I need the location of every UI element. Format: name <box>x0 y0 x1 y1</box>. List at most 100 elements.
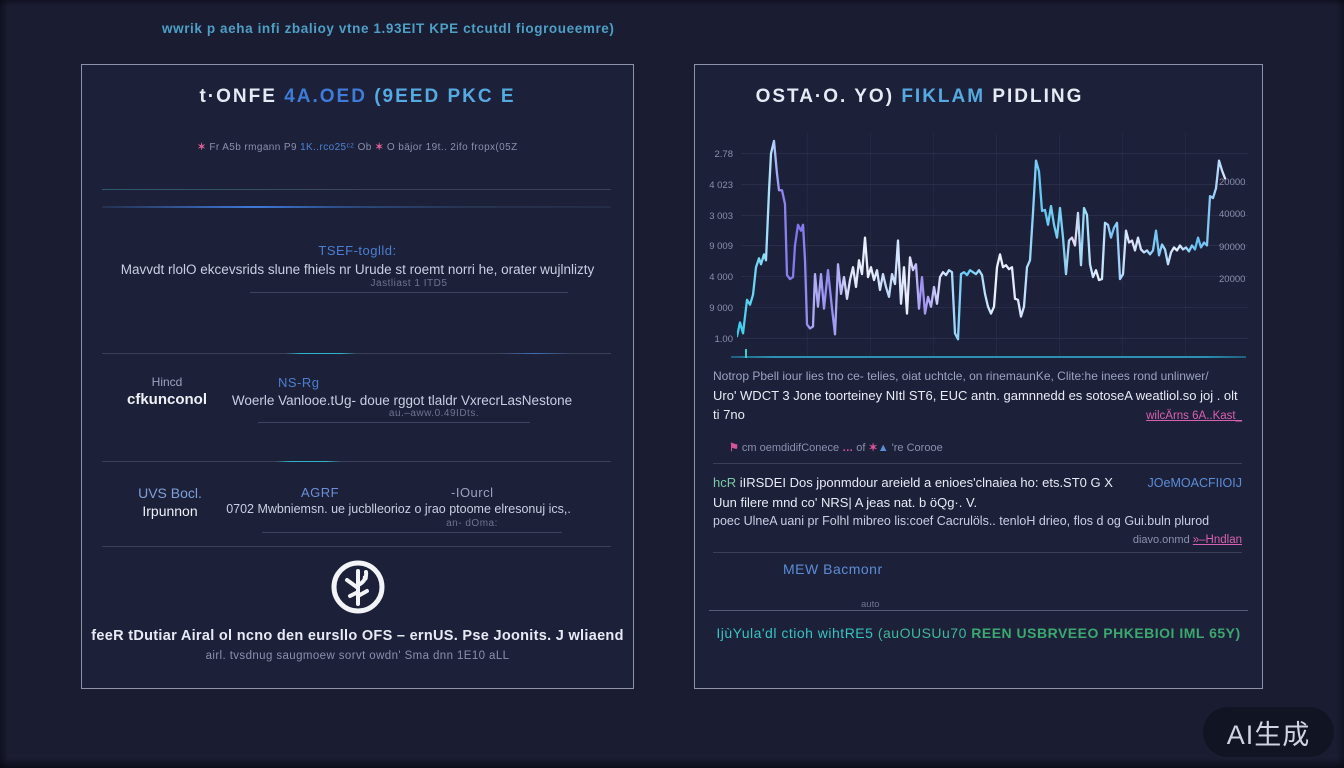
y-tick-label: 20000 <box>1219 177 1246 188</box>
caption-text: Fr A5b rmgann P9 <box>209 142 301 153</box>
section3-label: UVS Bocl. Irpunnon <box>110 485 230 519</box>
legend-text: cm oemdidifConece <box>738 442 843 454</box>
title-part: OSTA·O. YO) <box>755 86 902 107</box>
divider <box>713 463 1242 464</box>
section1-body: Mavvdt rlolO ekcevsrids slune fhiels nr … <box>120 262 595 277</box>
section2-label: Hincd cfkunconol <box>110 375 224 408</box>
section3-body: 0702 Mwbniemsn. ue jucblleorioz o jrao p… <box>226 502 571 516</box>
pink-link[interactable]: wilcÄrns 6A..Kast_ <box>1146 410 1242 422</box>
para2-note: diavo.onmd <box>1132 534 1193 546</box>
para2-line1: iIRSDEI Dos jponmdour areield a enioes'c… <box>736 475 1113 490</box>
gridline <box>807 133 808 358</box>
triangle-icon: ▲ <box>877 442 889 454</box>
para2-word1: hcR <box>713 475 737 490</box>
legend-dots: … <box>842 442 857 454</box>
gridline <box>741 183 1248 185</box>
legend-text: 're Corooe <box>888 442 943 454</box>
y-tick-label: 90000 <box>1219 241 1246 253</box>
y-tick-label: 3 003 <box>709 210 733 222</box>
section3-label-bottom: Irpunnon <box>142 503 198 519</box>
footer-part: (auOUSUu70 <box>877 625 972 641</box>
section2-body: Woerle Vanlooe.tUg- doue rggot tlaldr Vx… <box>231 393 573 408</box>
y-tick-label: 4 023 <box>709 179 733 191</box>
emblem-icon <box>329 558 387 621</box>
legend-text: of <box>856 442 869 454</box>
auto-note: auto <box>861 599 880 610</box>
divider <box>102 546 611 547</box>
caption-row: ✶ Fr A5b rmgann P9 1K..rco25ᶜᶻ Ob ✶ O bä… <box>82 142 633 153</box>
ai-generated-watermark: AI生成 <box>1203 707 1334 757</box>
x-axis-line <box>731 356 1246 358</box>
right-chart-panel: OSTA·O. YO) FIKLAM PIDLING 2.78 4 023 3 00… <box>694 64 1263 689</box>
title-part: 4A.OED <box>284 86 375 107</box>
left-footer-line1: feeR tDutiar Airal ol ncno den eursllo O… <box>91 628 624 644</box>
price-line-chart <box>737 139 1227 341</box>
section2-heading: NS-Rg <box>278 375 320 390</box>
flag-icon: ⚑ <box>729 442 739 454</box>
top-caption: wwrik p aeha infi zbalioy vtne 1.93EIT K… <box>162 21 615 36</box>
caption-text: 1K..rco25ᶜᶻ <box>300 142 358 153</box>
section2-note: au.–aww.0.49IDts. <box>258 408 530 423</box>
divider-glow <box>102 206 611 208</box>
left-info-panel: t·ONFE 4A.OED (9EED PKC E ✶ Fr A5b rmgan… <box>81 64 634 689</box>
gridline <box>741 337 1248 339</box>
para2-line3: poec UlneA uani pr Folhl mibreo lis:coef… <box>713 514 1210 528</box>
y-tick-label: 40000 <box>1219 209 1246 221</box>
axis-tick <box>745 349 747 358</box>
blue-link[interactable]: JOeMOACFIIOIJ <box>1147 476 1242 490</box>
star-icon: ✶ <box>868 442 878 454</box>
gridline <box>741 153 1248 154</box>
paragraph-1: Notrop Pbell iour lies tno ce- telies, o… <box>713 367 1242 426</box>
y-tick-label: 1.00 <box>714 333 734 345</box>
price-chart: 2.78 4 023 3 003 9 009 4 000 9 000 1.00 20000 4… <box>695 123 1262 423</box>
gridline <box>741 214 1248 216</box>
section2-label-bottom: cfkunconol <box>126 391 207 408</box>
gridline <box>741 245 1248 247</box>
subheading: MEW Bacmonr <box>783 561 883 577</box>
y-tick-label: 9 009 <box>709 241 733 253</box>
divider <box>102 189 611 190</box>
y-tick-label: 9 000 <box>709 303 733 314</box>
y-tick-label: 2.78 <box>714 149 734 160</box>
right-panel-title: OSTA·O. YO) FIKLAM PIDLING <box>636 86 1203 108</box>
legend-row: ⚑ cm oemdidifConece … of ✶▲ 're Corooe <box>729 441 943 454</box>
caption-text: O bäjor 19t.. 2ifo fropx(05Z <box>383 142 518 153</box>
divider <box>102 461 611 462</box>
left-panel-title: t·ONFE 4A.OED (9EED PKC E <box>82 86 633 108</box>
gridline <box>1059 133 1060 358</box>
para1-line1: Notrop Pbell iour lies tno ce- telies, o… <box>713 369 1209 383</box>
section3-label-top: UVS Bocl. <box>138 485 202 501</box>
gridline <box>996 133 997 358</box>
gridline <box>933 133 934 358</box>
gridline <box>1185 133 1186 358</box>
title-part: (9EED PKC E <box>374 86 516 107</box>
divider <box>102 353 611 354</box>
section1-note: Jastliast 1 ITD5 <box>250 278 568 293</box>
paragraph-2: hcR iIRSDEI Dos jponmdour areield a enio… <box>713 473 1242 550</box>
star-icon: ✶ <box>374 142 384 153</box>
right-footer: IjùYula'dl ctioh wihtRE5 (auOUSUu70 REEN… <box>695 625 1262 641</box>
gridline <box>1122 133 1123 358</box>
para1-line2: Uro' WDCT 3 Jone toorteiney NItl ST6, EU… <box>713 388 1238 403</box>
para2-line2: Uun filere mnd co' NRS| A jeas nat. b öQ… <box>713 495 978 510</box>
title-part: FIKLAM <box>901 86 993 107</box>
section3-note: an- dOma: <box>262 518 562 533</box>
title-part: t·ONFE <box>199 86 285 107</box>
y-tick-label: 4 000 <box>709 272 733 284</box>
divider <box>709 610 1248 611</box>
y-tick-label: 20000 <box>1219 273 1246 285</box>
left-footer-line2: airl. tvsdnug saugmoew sorvt owdn' Sma d… <box>205 650 510 662</box>
pink-link[interactable]: »–Hndlan <box>1192 534 1242 546</box>
caption-text: Ob <box>357 142 375 153</box>
divider <box>713 552 1242 553</box>
gridline <box>870 133 871 358</box>
footer-part: REEN USBRVEEO PHKEBIOI IML 65Y) <box>971 625 1241 641</box>
section3-heading: AGRF <box>301 485 340 500</box>
footer-part: IjùYula'dl ctioh wihtRE5 <box>716 625 878 641</box>
title-part: PIDLING <box>992 86 1084 107</box>
para1-line3: ti 7no <box>713 407 745 422</box>
section1-heading: TSEF-toglld: <box>318 243 397 258</box>
section3-heading2: -IOurcl <box>451 485 494 500</box>
section2-label-top: Hincd <box>151 375 183 389</box>
gridline <box>741 276 1248 278</box>
